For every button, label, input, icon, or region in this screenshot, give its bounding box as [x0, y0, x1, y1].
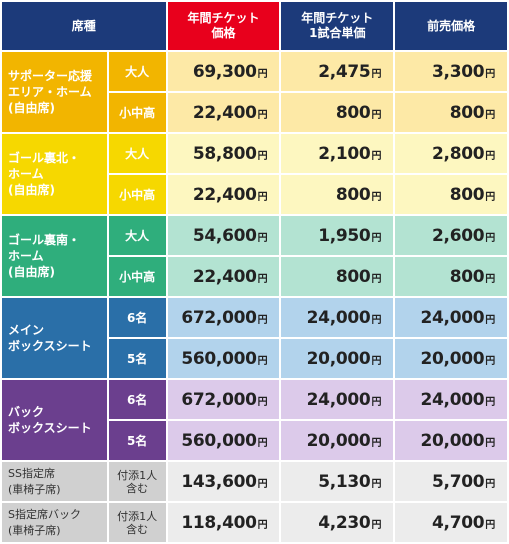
annual-price-cell: 560,000円	[167, 421, 280, 460]
subcategory-child: 小中高	[108, 257, 166, 296]
annual-price-cell: 22,400円	[167, 257, 280, 296]
advance-price-cell: 800円	[395, 257, 507, 296]
annual-price-cell: 560,000円	[167, 339, 280, 378]
table-row: 小中高 22,400円 800円 800円	[2, 93, 507, 132]
annual-price-cell: 672,000円	[167, 380, 280, 419]
table-row: 小中高 22,400円 800円 800円	[2, 175, 507, 214]
header-advance-price: 前売価格	[395, 2, 507, 50]
advance-price-cell: 2,800円	[395, 134, 507, 173]
subcategory-adult: 大人	[108, 134, 166, 173]
subcategory-six-people: 6名	[108, 298, 166, 337]
table-row: メイン ボックスシート 6名 672,000円 24,000円 24,000円	[2, 298, 507, 378]
table-row: SS指定席 (車椅子席) 付添1人 含む 143,600円 5,130円 5,700…	[2, 462, 507, 501]
advance-price-cell: 20,000円	[395, 421, 507, 460]
table-row: サポーター応援 エリア・ホーム (自由席) 大人 69,300円 2,475円 3,…	[2, 52, 507, 132]
subcategory-five-people: 5名	[108, 339, 166, 378]
table-row: 小中高 22,400円 800円 800円	[2, 257, 507, 296]
subcategory-six-people: 6名	[108, 380, 166, 419]
table-header-row: 席種 年間チケット 価格 年間チケット 1試合単価 前売価格	[2, 2, 507, 50]
header-seat-type: 席種	[2, 2, 166, 50]
per-game-price-cell: 24,000円	[281, 298, 394, 337]
subcategory-with-attendant: 付添1人 含む	[108, 503, 166, 542]
header-per-game-price: 年間チケット 1試合単価	[281, 2, 394, 50]
per-game-price-cell: 5,130円	[281, 462, 394, 501]
table-row: ゴール裏南・ ホーム (自由席) 大人 54,600円 1,950円 2,600円	[2, 216, 507, 296]
header-annual-price: 年間チケット 価格	[167, 2, 280, 50]
per-game-price-cell: 1,950円	[281, 216, 394, 255]
per-game-price-cell: 800円	[281, 175, 394, 214]
subcategory-child: 小中高	[108, 175, 166, 214]
subcategory-adult: 大人	[108, 52, 166, 91]
annual-price-cell: 22,400円	[167, 175, 280, 214]
advance-price-cell: 800円	[395, 175, 507, 214]
subcategory-five-people: 5名	[108, 421, 166, 460]
subcategory-child: 小中高	[108, 93, 166, 132]
advance-price-cell: 3,300円	[395, 52, 507, 91]
annual-price-cell: 58,800円	[167, 134, 280, 173]
category-ss-wheelchair: SS指定席 (車椅子席)	[2, 462, 107, 501]
annual-price-cell: 54,600円	[167, 216, 280, 255]
per-game-price-cell: 4,230円	[281, 503, 394, 542]
annual-price-cell: 69,300円	[167, 52, 280, 91]
per-game-price-cell: 24,000円	[281, 380, 394, 419]
per-game-price-cell: 20,000円	[281, 339, 394, 378]
category-goal-south-home: ゴール裏南・ ホーム (自由席)	[2, 216, 107, 296]
advance-price-cell: 4,700円	[395, 503, 507, 542]
per-game-price-cell: 2,100円	[281, 134, 394, 173]
category-supporter-home: サポーター応援 エリア・ホーム (自由席)	[2, 52, 107, 132]
subcategory-adult: 大人	[108, 216, 166, 255]
category-main-box-seat: メイン ボックスシート	[2, 298, 107, 378]
annual-price-cell: 143,600円	[167, 462, 280, 501]
category-goal-north-home: ゴール裏北・ ホーム (自由席)	[2, 134, 107, 214]
per-game-price-cell: 800円	[281, 257, 394, 296]
annual-price-cell: 22,400円	[167, 93, 280, 132]
advance-price-cell: 24,000円	[395, 298, 507, 337]
table-row: 5名 560,000円 20,000円 20,000円	[2, 339, 507, 378]
advance-price-cell: 2,600円	[395, 216, 507, 255]
category-s-back-wheelchair: S指定席バック (車椅子席)	[2, 503, 107, 542]
table-row: 5名 560,000円 20,000円 20,000円	[2, 421, 507, 460]
annual-price-cell: 118,400円	[167, 503, 280, 542]
table-row: バック ボックスシート 6名 672,000円 24,000円 24,000円	[2, 380, 507, 460]
advance-price-cell: 24,000円	[395, 380, 507, 419]
per-game-price-cell: 800円	[281, 93, 394, 132]
annual-price-cell: 672,000円	[167, 298, 280, 337]
per-game-price-cell: 2,475円	[281, 52, 394, 91]
subcategory-with-attendant: 付添1人 含む	[108, 462, 166, 501]
table-row: ゴール裏北・ ホーム (自由席) 大人 58,800円 2,100円 2,800円	[2, 134, 507, 214]
advance-price-cell: 20,000円	[395, 339, 507, 378]
category-back-box-seat: バック ボックスシート	[2, 380, 107, 460]
table-row: S指定席バック (車椅子席) 付添1人 含む 118,400円 4,230円 4,7…	[2, 503, 507, 542]
advance-price-cell: 5,700円	[395, 462, 507, 501]
advance-price-cell: 800円	[395, 93, 507, 132]
per-game-price-cell: 20,000円	[281, 421, 394, 460]
